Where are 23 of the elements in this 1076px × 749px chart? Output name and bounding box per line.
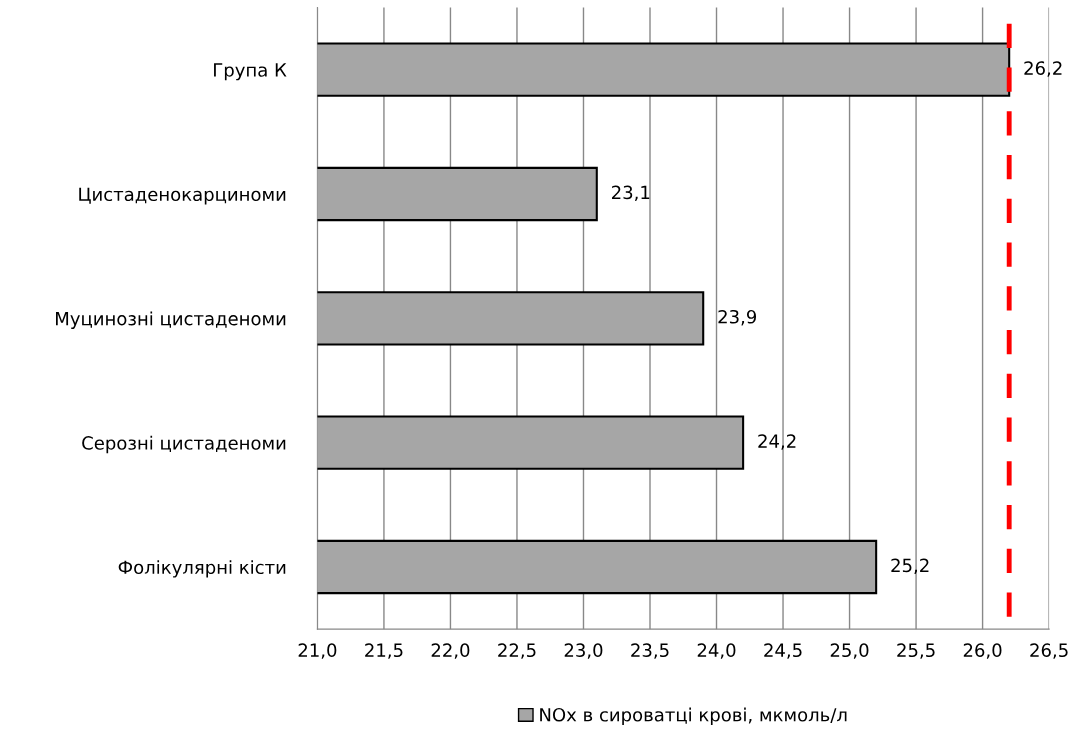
x-tick-label: 26,5 [1030, 643, 1068, 659]
x-tick-label: 23,5 [631, 643, 669, 659]
y-tick-label: Муцинозні цистаденоми [56, 311, 286, 329]
y-tick-label: Цистаденокарциноми [79, 187, 286, 205]
x-tick-label: 24,0 [697, 643, 736, 659]
y-tick-label: Серозні цистаденоми [82, 435, 286, 454]
legend-label: NOx в сироватці крові, мкмоль/л [540, 707, 847, 726]
text: 25,2 [891, 558, 929, 575]
y-tick-label: Фолікулярні кісти [118, 560, 286, 578]
text: 26,2 [1024, 61, 1062, 77]
text: 23,1 [612, 185, 650, 202]
x-tick-label: 21,5 [365, 643, 403, 659]
text: 23,9 [718, 309, 757, 326]
x-tick-label: 23,0 [564, 643, 603, 659]
x-tick-label: 22,5 [498, 643, 536, 659]
text: 24,2 [758, 434, 796, 450]
x-tick-label: 25,5 [897, 643, 935, 659]
x-tick-label: 26,0 [963, 643, 1002, 659]
x-tick-label: 25,0 [830, 643, 869, 659]
x-tick-label: 22,0 [431, 643, 470, 659]
x-tick-label: 24,5 [764, 643, 802, 659]
x-tick-label: 21,0 [298, 643, 337, 659]
y-tick-label: Група К [214, 63, 287, 81]
